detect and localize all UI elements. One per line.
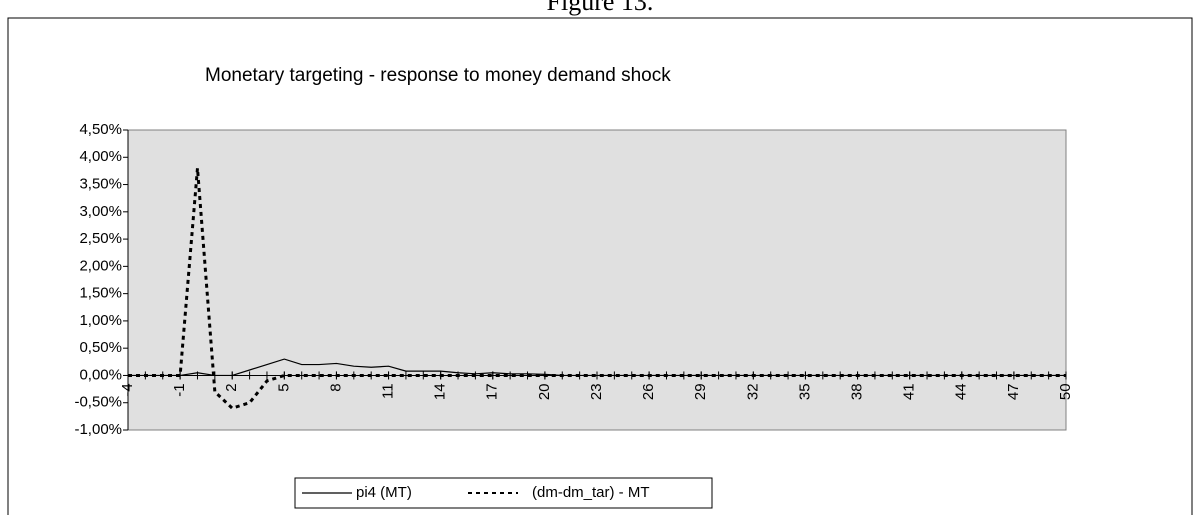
y-tick-label: 0,00% [79,366,122,383]
y-tick-label: 0,50% [79,339,122,356]
legend-label: (dm-dm_tar) - MT [532,484,650,501]
x-tick-label: 29 [692,383,709,400]
y-tick-label: 1,00% [79,312,122,329]
x-tick-label: 14 [432,383,449,400]
x-tick-label: 38 [849,383,866,400]
y-tick-label: 3,00% [79,203,122,220]
y-tick-label: 2,50% [79,230,122,247]
x-tick-label: 23 [588,383,605,400]
y-tick-label: -0,50% [74,394,122,411]
legend-label: pi4 (MT) [356,484,412,501]
x-tick-label: 32 [744,383,761,400]
chart-title: Monetary targeting - response to money d… [205,65,671,86]
x-tick-label: 35 [796,383,813,400]
y-tick-label: 4,00% [79,148,122,165]
x-tick-label: -1 [171,383,188,396]
x-tick-label: -4 [119,383,136,396]
x-tick-label: 5 [275,383,292,391]
y-tick-label: 3,50% [79,176,122,193]
figure-caption: Figure 13. [547,0,654,16]
x-tick-label: 44 [953,383,970,400]
x-tick-label: 47 [1005,383,1022,400]
x-tick-label: 20 [536,383,553,400]
x-tick-label: 11 [380,383,397,399]
x-tick-label: 41 [901,383,918,400]
plot-area [127,129,1067,431]
y-tick-label: 1,50% [79,285,122,302]
y-tick-label: 2,00% [79,257,122,274]
chart-frame [7,17,1193,515]
x-tick-label: 26 [640,383,657,400]
x-tick-label: 50 [1057,383,1074,400]
y-tick-label: -1,00% [74,421,122,438]
x-tick-label: 8 [327,383,344,391]
x-tick-label: 2 [223,383,240,391]
x-tick-label: 17 [484,383,501,400]
series-line [128,358,1066,377]
y-tick-label: 4,50% [79,121,122,138]
